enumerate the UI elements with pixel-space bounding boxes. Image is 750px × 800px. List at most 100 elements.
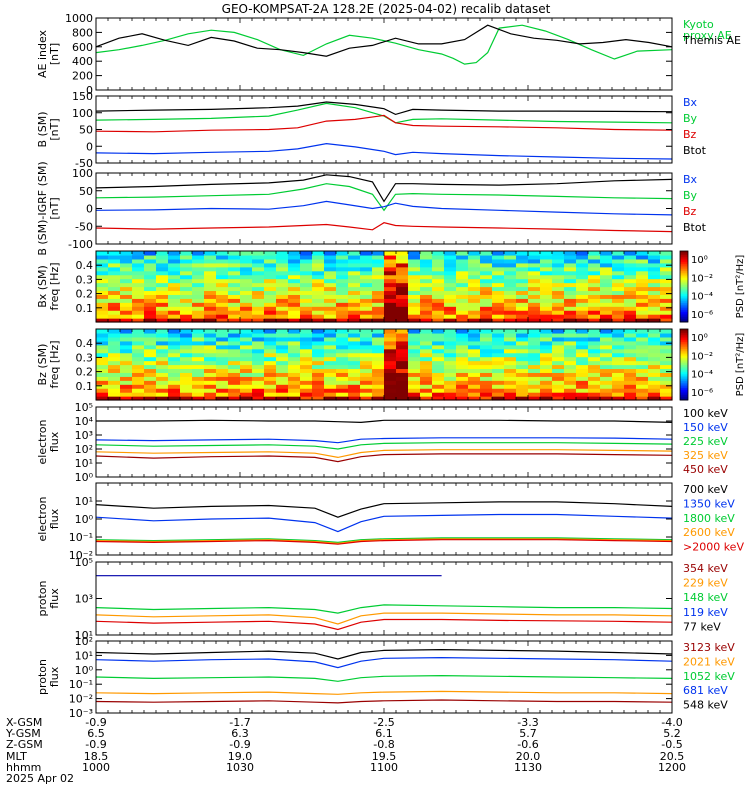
spectrogram-cell xyxy=(540,298,553,303)
spectrogram-cell xyxy=(132,384,145,389)
spectrogram-cell xyxy=(408,332,421,338)
spectrogram-cell xyxy=(648,364,661,370)
spectrogram-cell xyxy=(396,306,409,311)
spectrogram-cell xyxy=(408,376,421,381)
spectrogram-cell xyxy=(348,376,361,381)
spectrogram-cell xyxy=(360,376,373,381)
colorbar-step xyxy=(680,316,688,319)
spectrogram-cell xyxy=(516,372,529,377)
spectrogram-cell xyxy=(312,282,325,288)
spectrogram-cell xyxy=(336,388,349,393)
spectrogram-cell xyxy=(528,278,541,284)
legend-entry: 681 keV xyxy=(683,684,728,697)
spectrogram-cell xyxy=(468,282,481,288)
spectrogram-cell xyxy=(204,290,217,295)
spectrogram-cell xyxy=(96,348,109,354)
y-tick-label: 1000 xyxy=(65,12,93,25)
spectrogram-cell xyxy=(156,298,169,303)
spectrogram-cell xyxy=(180,352,193,358)
legend-entry: Btot xyxy=(683,144,707,157)
spectrogram-cell xyxy=(288,314,301,319)
spectrogram-cell xyxy=(660,290,673,295)
spectrogram-cell xyxy=(600,298,613,303)
spectrogram-cell xyxy=(264,344,277,350)
spectrogram-cell xyxy=(576,266,589,272)
spectrogram-cell xyxy=(180,384,193,389)
spectrogram-cell xyxy=(540,294,553,299)
spectrogram-cell xyxy=(360,254,373,260)
spectrogram-cell xyxy=(636,251,649,256)
spectrogram-cell xyxy=(636,344,649,350)
spectrogram-cell xyxy=(144,290,157,295)
spectrogram-cell xyxy=(168,332,181,338)
spectrogram-cell xyxy=(372,306,385,311)
spectrogram-cell xyxy=(276,368,289,373)
spectrogram-cell xyxy=(132,368,145,373)
spectrogram-cell xyxy=(240,274,253,280)
spectrogram-cell xyxy=(588,314,601,319)
spectrogram-cell xyxy=(540,266,553,272)
spectrogram-cell xyxy=(516,294,529,299)
spectrogram-cell xyxy=(384,388,397,393)
y-tick-label: 10⁻² xyxy=(69,549,93,562)
spectrogram-cell xyxy=(636,372,649,377)
spectrogram-cell xyxy=(456,294,469,299)
spectrogram-cell xyxy=(660,298,673,303)
spectrogram-cell xyxy=(228,376,241,381)
spectrogram-cell xyxy=(648,336,661,342)
spectrogram-cell xyxy=(612,352,625,358)
spectrogram-cell xyxy=(96,376,109,381)
spectrogram-cell xyxy=(468,251,481,256)
spectrogram-cell xyxy=(108,294,121,299)
spectrogram-cell xyxy=(156,384,169,389)
spectrogram-cell xyxy=(516,352,529,358)
spectrogram-cell xyxy=(660,344,673,350)
spectrogram-cell xyxy=(420,270,433,276)
spectrogram-cell xyxy=(288,251,301,256)
spectrogram-cell xyxy=(480,372,493,377)
spectrogram-cell xyxy=(252,348,265,354)
spectrogram-cell xyxy=(360,262,373,268)
spectrogram-cell xyxy=(420,262,433,268)
spectrogram-cell xyxy=(276,310,289,315)
spectrogram-cell xyxy=(540,340,553,346)
spectrogram-cell xyxy=(144,314,157,319)
spectrogram-cell xyxy=(156,266,169,272)
spectrogram-cell xyxy=(144,294,157,299)
spectrogram-cell xyxy=(648,318,661,323)
spectrogram-cell xyxy=(408,329,421,334)
spectrogram-cell xyxy=(636,364,649,370)
spectrogram-cell xyxy=(384,302,397,307)
spectrogram-cell xyxy=(444,290,457,295)
spectrogram-cell xyxy=(420,278,433,284)
legend-entry: 450 keV xyxy=(683,463,728,476)
spectrogram-cell xyxy=(276,380,289,385)
spectrogram-cell xyxy=(168,318,181,323)
spectrogram-cell xyxy=(240,348,253,354)
spectrogram-cell xyxy=(168,274,181,280)
y-tick-label: 400 xyxy=(72,55,93,68)
spectrogram-cell xyxy=(468,340,481,346)
spectrogram-cell xyxy=(492,294,505,299)
spectrogram-cell xyxy=(444,336,457,342)
y-tick-label: 10¹ xyxy=(75,495,93,508)
spectrogram-cell xyxy=(624,336,637,342)
spectrogram-cell xyxy=(504,360,517,366)
spectrogram-cell xyxy=(444,376,457,381)
colorbar-step xyxy=(680,376,688,380)
spectrogram-cell xyxy=(600,274,613,280)
y-tick-label: 600 xyxy=(72,41,93,54)
spectrogram-cell xyxy=(108,329,121,334)
spectrogram-cell xyxy=(300,290,313,295)
y-axis-label: [nT] xyxy=(48,197,61,219)
spectrogram-cell xyxy=(432,348,445,354)
footer-value: 18.5 xyxy=(84,750,109,763)
spectrogram-cell xyxy=(144,384,157,389)
spectrogram-cell xyxy=(624,302,637,307)
spectrogram-cell xyxy=(228,306,241,311)
spectrogram-cell xyxy=(564,352,577,358)
spectrogram-cell xyxy=(444,258,457,264)
spectrogram-cell xyxy=(240,336,253,342)
spectrogram-cell xyxy=(360,364,373,370)
y-axis-label: Bx (SM) xyxy=(36,265,49,308)
